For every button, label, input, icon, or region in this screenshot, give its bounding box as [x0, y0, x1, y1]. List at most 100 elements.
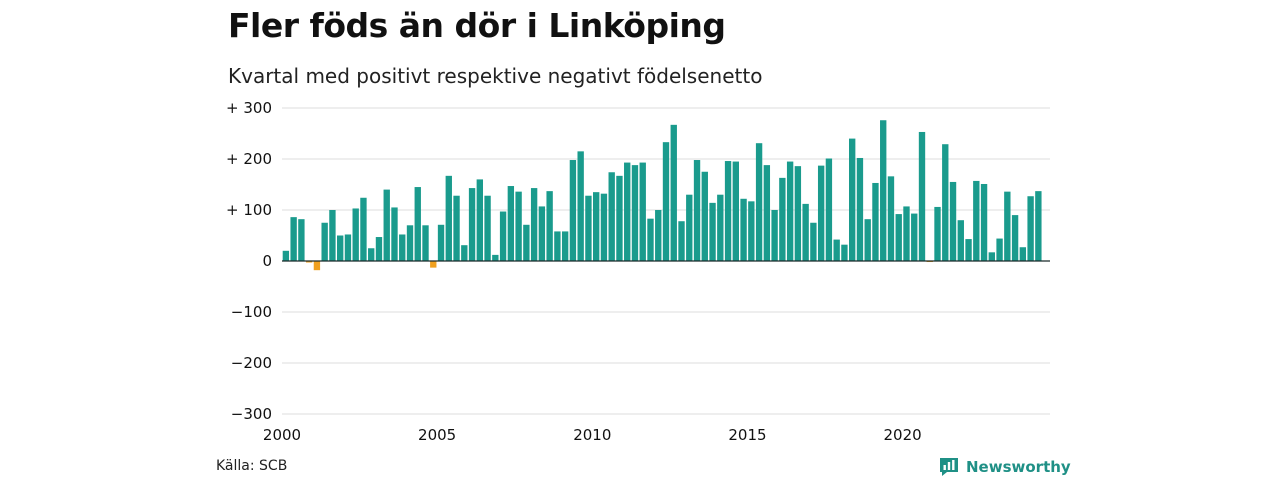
bar	[678, 221, 685, 261]
bar	[825, 158, 833, 261]
bar	[577, 151, 584, 261]
x-tick-label: 2020	[884, 426, 922, 444]
bar	[360, 197, 367, 261]
bar	[973, 180, 980, 261]
bar	[375, 237, 383, 261]
bar	[608, 172, 615, 261]
bar	[616, 175, 623, 261]
bar	[430, 261, 437, 268]
bar	[755, 143, 763, 261]
bar	[530, 188, 538, 261]
bar	[352, 208, 359, 261]
bar	[368, 248, 375, 261]
bar	[709, 202, 716, 261]
bar	[1004, 191, 1011, 261]
newsworthy-logo-icon	[940, 458, 958, 476]
bar	[383, 189, 390, 261]
bar	[724, 161, 732, 261]
bar	[391, 207, 398, 261]
chart-title: Fler föds än dör i Linköping	[228, 6, 726, 45]
bar	[903, 206, 910, 261]
x-tick-label: 2010	[573, 426, 611, 444]
bar	[872, 182, 879, 261]
bar	[655, 210, 662, 261]
bar	[988, 252, 995, 261]
bar	[282, 250, 290, 261]
axes: + 300 + 200 + 100 0 −100 −200 −300 2000 2005 2010…	[226, 99, 1050, 444]
bar	[445, 175, 452, 261]
source-note: Källa: SCB	[216, 458, 288, 474]
bar	[957, 220, 964, 261]
x-tick-label: 2015	[728, 426, 766, 444]
bar	[290, 217, 297, 261]
bar	[849, 138, 856, 261]
bar	[406, 225, 414, 261]
bar	[523, 224, 530, 261]
bar	[887, 176, 895, 261]
bar	[949, 181, 957, 261]
bar	[856, 157, 864, 261]
y-tick-label: −200	[231, 354, 272, 372]
bar	[810, 222, 817, 261]
bar	[802, 203, 809, 261]
bar	[593, 192, 600, 261]
bar	[748, 201, 755, 261]
bar	[980, 183, 988, 261]
bar	[305, 261, 313, 263]
bar	[437, 224, 445, 261]
bar	[786, 161, 794, 261]
bar	[771, 210, 778, 261]
bar	[841, 244, 848, 261]
bar	[298, 219, 305, 261]
bar	[538, 206, 546, 261]
bar	[895, 214, 902, 261]
bar	[515, 191, 522, 261]
bar	[453, 195, 460, 261]
brand-name: Newsworthy	[966, 458, 1071, 476]
bar	[484, 195, 491, 261]
chart-subtitle: Kvartal med positivt respektive negativt…	[228, 64, 763, 88]
bar	[779, 177, 786, 261]
bar	[763, 165, 771, 261]
bar	[864, 219, 871, 261]
bar	[585, 195, 592, 261]
bar	[337, 235, 344, 261]
bar	[833, 239, 840, 261]
bar	[670, 124, 677, 261]
bar	[422, 225, 429, 261]
y-tick-label: −100	[231, 303, 272, 321]
bar	[624, 162, 631, 261]
bar	[1019, 247, 1027, 261]
y-tick-label: + 100	[226, 201, 272, 219]
bar	[942, 144, 949, 261]
bar	[476, 179, 483, 261]
bar	[321, 222, 328, 261]
y-tick-label: 0	[262, 252, 272, 270]
bar	[701, 171, 708, 261]
bar	[569, 160, 577, 261]
bar	[1011, 215, 1019, 261]
bar	[817, 165, 825, 261]
bar	[934, 206, 941, 261]
bar	[794, 166, 802, 261]
bar	[414, 187, 421, 261]
bar	[880, 120, 887, 262]
bar	[344, 234, 352, 261]
bar	[631, 165, 639, 261]
newsworthy-logo: Newsworthy	[938, 456, 1071, 478]
bar	[546, 191, 553, 261]
bars	[282, 120, 1042, 271]
bar	[918, 131, 926, 261]
y-tick-label: −300	[231, 405, 272, 423]
y-tick-label: + 200	[226, 150, 272, 168]
bar	[561, 231, 569, 261]
bar	[399, 234, 406, 261]
bar	[600, 193, 608, 261]
bar	[554, 231, 561, 261]
bar	[1027, 196, 1034, 261]
bar	[492, 254, 499, 261]
bar	[911, 213, 918, 261]
bar	[686, 194, 693, 261]
bar	[499, 211, 507, 261]
